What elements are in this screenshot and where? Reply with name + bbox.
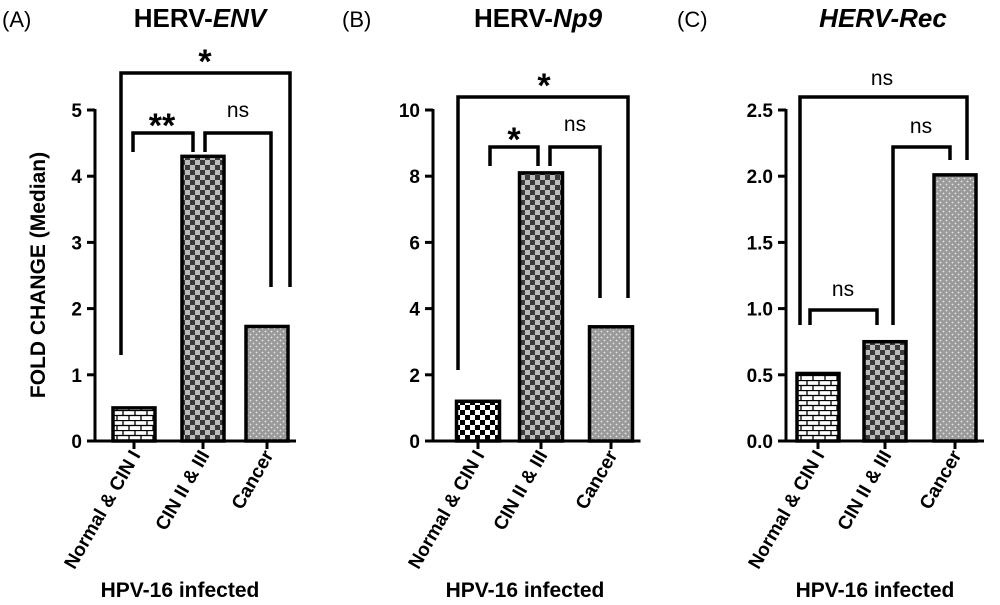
x-tick-label: Normal & CIN I — [405, 447, 490, 573]
significance-bracket — [119, 71, 292, 355]
significance-bracket — [798, 95, 969, 325]
significance-label: ns — [564, 113, 586, 136]
bar — [244, 324, 290, 443]
significance-label: ns — [227, 99, 249, 122]
panel-b-title: HERV-Np9 — [474, 3, 603, 33]
x-tick-label: CIN II & III — [490, 447, 553, 534]
significance-bracket — [456, 95, 630, 370]
x-tick-label: Normal & CIN I — [61, 447, 146, 573]
panel-c: (C) HERV-Rec 0.0 0.5 1.0 1.5 2.0 2.5 Normal & … — [677, 3, 984, 602]
panel-c-plot: 0.0 0.5 1.0 1.5 2.0 2.5 Normal & CIN I CIN II &… — [745, 67, 984, 573]
bar — [454, 399, 502, 443]
bar — [587, 325, 635, 443]
y-tick-label: 2.5 — [747, 101, 774, 122]
significance-bracket — [488, 145, 540, 166]
panel-b: (B) HERV-Np9 0 2 4 6 8 10 Normal & CIN I CIN II… — [342, 3, 641, 602]
panel-c-title: HERV-Rec — [819, 3, 947, 33]
y-tick-label: 1.0 — [747, 300, 773, 321]
significance-bracket — [808, 308, 879, 325]
y-tick-label: 2 — [409, 366, 420, 387]
y-tick-label: 8 — [409, 167, 420, 188]
y-tick-label: 1.5 — [747, 233, 774, 254]
y-axis-title: FOLD CHANGE (Median) — [27, 152, 50, 398]
significance-bracket — [548, 145, 602, 298]
bar — [517, 171, 565, 443]
y-tick-label: 2 — [71, 300, 82, 321]
panel-b-label: (B) — [342, 7, 371, 32]
y-tick-label: 1 — [71, 366, 82, 387]
significance-label: ns — [871, 67, 893, 90]
y-tick-label: 10 — [399, 101, 420, 122]
bar — [932, 173, 978, 443]
y-tick-label: 0 — [71, 432, 82, 453]
x-tick-label: Cancer — [572, 446, 623, 513]
y-tick-label: 0 — [409, 432, 420, 453]
bar — [180, 154, 226, 443]
y-tick-label: 5 — [71, 101, 82, 122]
x-tick-label: Normal & CIN I — [745, 447, 830, 573]
x-tick-label: CIN II & III — [834, 447, 897, 534]
y-tick-label: 4 — [71, 167, 82, 188]
y-tick-label: 2.0 — [747, 167, 773, 188]
significance-label: * — [507, 121, 521, 159]
significance-bracket — [131, 131, 195, 152]
panel-c-x-axis-title: HPV-16 infected — [796, 579, 955, 602]
y-tick-label: 0.5 — [747, 366, 774, 387]
significance-bracket — [203, 131, 273, 287]
x-tick-label: Cancer — [916, 446, 967, 513]
panel-c-label: (C) — [677, 7, 708, 32]
x-tick-label: CIN II & III — [152, 447, 215, 534]
significance-label: ns — [910, 115, 932, 138]
bar — [795, 371, 841, 443]
panel-a-title: HERV-ENV — [134, 3, 269, 33]
panel-b-plot: 0 2 4 6 8 10 Normal & CIN I CIN II & III Cancer *… — [399, 67, 641, 573]
panel-a-x-axis-title: HPV-16 infected — [101, 579, 260, 602]
y-tick-label: 6 — [409, 233, 420, 254]
y-tick-label: 3 — [71, 233, 82, 254]
x-tick-label: Cancer — [228, 446, 279, 513]
panel-b-x-axis-title: HPV-16 infected — [446, 579, 605, 602]
bar — [862, 339, 908, 443]
significance-bracket — [891, 145, 952, 325]
significance-label: * — [198, 43, 212, 81]
significance-label: * — [537, 67, 551, 105]
significance-label: ns — [832, 278, 854, 301]
bar — [111, 406, 157, 443]
significance-label: ** — [149, 107, 176, 145]
y-tick-label: 0.0 — [747, 432, 773, 453]
y-tick-label: 4 — [409, 300, 420, 321]
panel-a-label: (A) — [2, 7, 31, 32]
